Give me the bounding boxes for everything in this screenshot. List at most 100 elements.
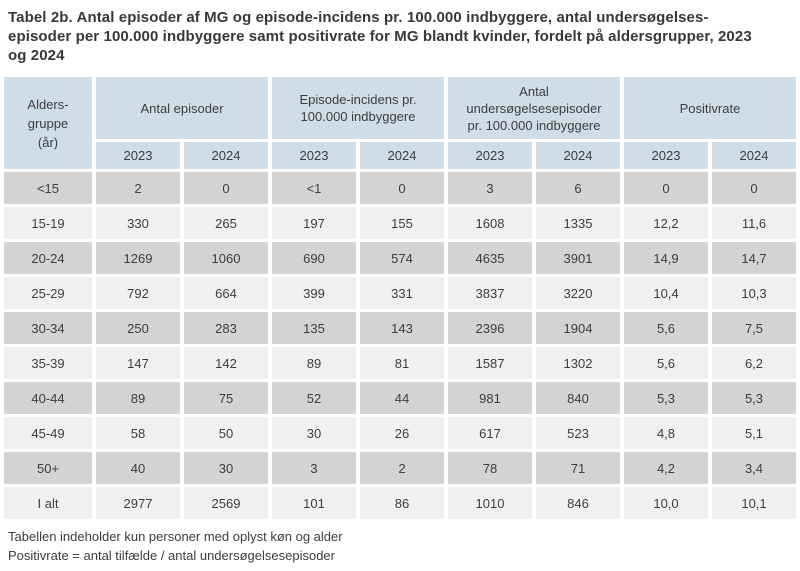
value-cell: 147 — [96, 347, 180, 379]
value-cell: 81 — [360, 347, 444, 379]
table-row: 50+ 40 30 3 2 78 71 4,2 3,4 — [4, 452, 796, 484]
value-cell: 197 — [272, 207, 356, 239]
value-cell: 2569 — [184, 487, 268, 519]
value-cell: 0 — [360, 172, 444, 204]
value-cell: 846 — [536, 487, 620, 519]
footnote: Tabellen indeholder kun personer med opl… — [8, 529, 343, 544]
value-cell: 1608 — [448, 207, 532, 239]
value-cell: 5,6 — [624, 347, 708, 379]
value-cell: 840 — [536, 382, 620, 414]
value-cell: 2396 — [448, 312, 532, 344]
value-cell: 574 — [360, 242, 444, 274]
header-age-group: Alders- gruppe (år) — [4, 77, 92, 169]
table-row: 45-49 58 50 30 26 617 523 4,8 5,1 — [4, 417, 796, 449]
value-cell: 3,4 — [712, 452, 796, 484]
age-group-cell: 50+ — [4, 452, 92, 484]
age-group-cell: 25-29 — [4, 277, 92, 309]
age-group-cell: 40-44 — [4, 382, 92, 414]
value-cell: 3837 — [448, 277, 532, 309]
header-antal-episoder: Antal episoder — [96, 77, 268, 139]
value-cell: 135 — [272, 312, 356, 344]
table-row: I alt 2977 2569 101 86 1010 846 10,0 10,1 — [4, 487, 796, 519]
year-header-cell: 2024 — [536, 142, 620, 169]
value-cell: 3220 — [536, 277, 620, 309]
value-cell: 30 — [272, 417, 356, 449]
value-cell: 143 — [360, 312, 444, 344]
value-cell: 4,2 — [624, 452, 708, 484]
value-cell: 1904 — [536, 312, 620, 344]
value-cell: 265 — [184, 207, 268, 239]
value-cell: 50 — [184, 417, 268, 449]
value-cell: 2977 — [96, 487, 180, 519]
age-group-cell: 20-24 — [4, 242, 92, 274]
value-cell: 5,6 — [624, 312, 708, 344]
value-cell: 52 — [272, 382, 356, 414]
value-cell: 1060 — [184, 242, 268, 274]
value-cell: 14,9 — [624, 242, 708, 274]
value-cell: 78 — [448, 452, 532, 484]
value-cell: 981 — [448, 382, 532, 414]
year-header-cell: 2023 — [448, 142, 532, 169]
footnotes: Tabellen indeholder kun personer med opl… — [8, 527, 792, 565]
value-cell: 44 — [360, 382, 444, 414]
age-group-cell: 45-49 — [4, 417, 92, 449]
value-cell: 1269 — [96, 242, 180, 274]
table-row: <15 2 0 <1 0 3 6 0 0 — [4, 172, 796, 204]
value-cell: 3901 — [536, 242, 620, 274]
value-cell: 690 — [272, 242, 356, 274]
value-cell: 155 — [360, 207, 444, 239]
value-cell: 4,8 — [624, 417, 708, 449]
table-row: 40-44 89 75 52 44 981 840 5,3 5,3 — [4, 382, 796, 414]
value-cell: 523 — [536, 417, 620, 449]
value-cell: 86 — [360, 487, 444, 519]
value-cell: 4635 — [448, 242, 532, 274]
year-header-cell: 2023 — [96, 142, 180, 169]
year-header-cell: 2024 — [360, 142, 444, 169]
value-cell: 331 — [360, 277, 444, 309]
table-header: Alders- gruppe (år) Antal episoder Episo… — [4, 77, 796, 169]
value-cell: 1010 — [448, 487, 532, 519]
value-cell: 250 — [96, 312, 180, 344]
table-title: Tabel 2b. Antal episoder af MG og episod… — [8, 9, 752, 64]
value-cell: 2 — [96, 172, 180, 204]
table-row: 20-24 1269 1060 690 574 4635 3901 14,9 14,7 — [4, 242, 796, 274]
value-cell: 11,6 — [712, 207, 796, 239]
age-group-cell: 30-34 — [4, 312, 92, 344]
value-cell: <1 — [272, 172, 356, 204]
value-cell: 30 — [184, 452, 268, 484]
value-cell: 10,0 — [624, 487, 708, 519]
value-cell: 330 — [96, 207, 180, 239]
year-header-cell: 2023 — [624, 142, 708, 169]
value-cell: 5,3 — [624, 382, 708, 414]
value-cell: 3 — [272, 452, 356, 484]
year-header-row: 2023 2024 2023 2024 2023 2024 2023 2024 — [4, 142, 796, 169]
table-row: 15-19 330 265 197 155 1608 1335 12,2 11,6 — [4, 207, 796, 239]
value-cell: 399 — [272, 277, 356, 309]
year-header-cell: 2024 — [712, 142, 796, 169]
year-header-cell: 2024 — [184, 142, 268, 169]
value-cell: 2 — [360, 452, 444, 484]
value-cell: 40 — [96, 452, 180, 484]
value-cell: 283 — [184, 312, 268, 344]
value-cell: 664 — [184, 277, 268, 309]
footnote: Positivrate = antal tilfælde / antal und… — [8, 548, 335, 563]
value-cell: 10,1 — [712, 487, 796, 519]
value-cell: 89 — [272, 347, 356, 379]
value-cell: 0 — [184, 172, 268, 204]
value-cell: 6 — [536, 172, 620, 204]
table-row: 30-34 250 283 135 143 2396 1904 5,6 7,5 — [4, 312, 796, 344]
header-positivrate: Positivrate — [624, 77, 796, 139]
age-group-cell: <15 — [4, 172, 92, 204]
value-cell: 7,5 — [712, 312, 796, 344]
header-episode-incidens: Episode-incidens pr. 100.000 indbyggere — [272, 77, 444, 139]
value-cell: 142 — [184, 347, 268, 379]
value-cell: 71 — [536, 452, 620, 484]
value-cell: 58 — [96, 417, 180, 449]
value-cell: 0 — [712, 172, 796, 204]
value-cell: 0 — [624, 172, 708, 204]
age-group-cell: I alt — [4, 487, 92, 519]
value-cell: 5,1 — [712, 417, 796, 449]
value-cell: 1302 — [536, 347, 620, 379]
age-group-cell: 35-39 — [4, 347, 92, 379]
